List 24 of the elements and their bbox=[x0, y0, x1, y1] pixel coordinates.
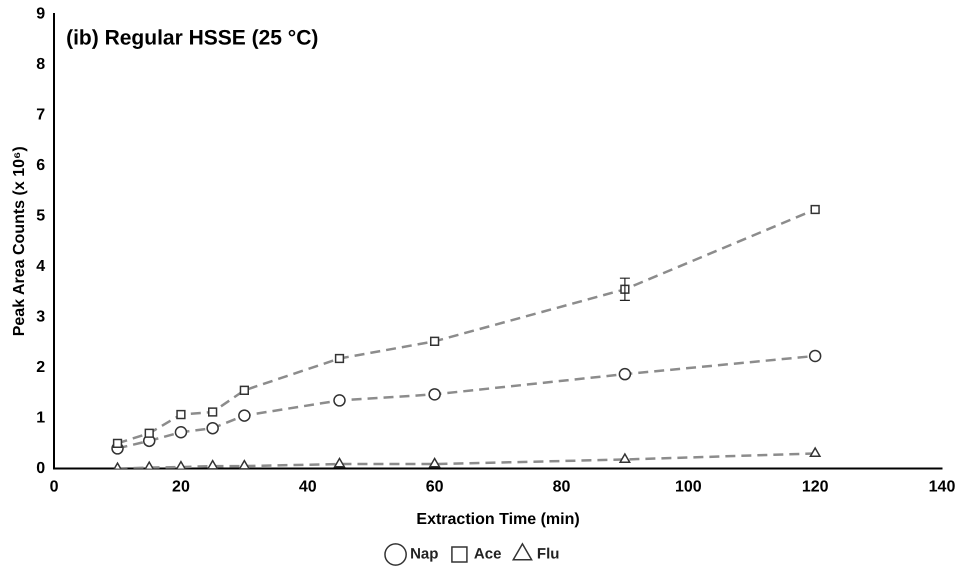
x-tick-label: 20 bbox=[172, 478, 190, 496]
x-tick-label: 0 bbox=[50, 478, 59, 496]
y-axis-title: Peak Area Counts (x 10⁶) bbox=[11, 146, 28, 336]
x-tick-label: 120 bbox=[802, 478, 829, 496]
x-tick-label: 100 bbox=[674, 478, 702, 496]
x-axis-title: Extraction Time (min) bbox=[416, 510, 580, 528]
x-tick-label: 40 bbox=[298, 478, 317, 496]
y-tick-label: 9 bbox=[36, 5, 46, 22]
y-tick-label: 2 bbox=[36, 358, 46, 376]
legend-label: Ace bbox=[474, 546, 502, 563]
y-tick-label: 3 bbox=[36, 308, 46, 326]
x-tick-label: 80 bbox=[552, 478, 570, 496]
text: (ib) Regular HSSE (25 °C) bbox=[66, 26, 318, 50]
y-tick-label: 5 bbox=[36, 207, 46, 224]
legend-label: Flu bbox=[536, 546, 560, 563]
y-tick-label: 4 bbox=[36, 258, 46, 275]
x-tick-label: 140 bbox=[928, 478, 956, 496]
y-tick-label: 1 bbox=[36, 409, 46, 426]
y-tick-label: 7 bbox=[36, 106, 46, 124]
y-tick-label: 8 bbox=[36, 56, 46, 73]
y-tick-label: 0 bbox=[36, 460, 46, 478]
x-tick-label: 60 bbox=[426, 478, 444, 496]
y-tick-label: 6 bbox=[36, 156, 46, 174]
legend-label: Nap bbox=[410, 546, 438, 563]
